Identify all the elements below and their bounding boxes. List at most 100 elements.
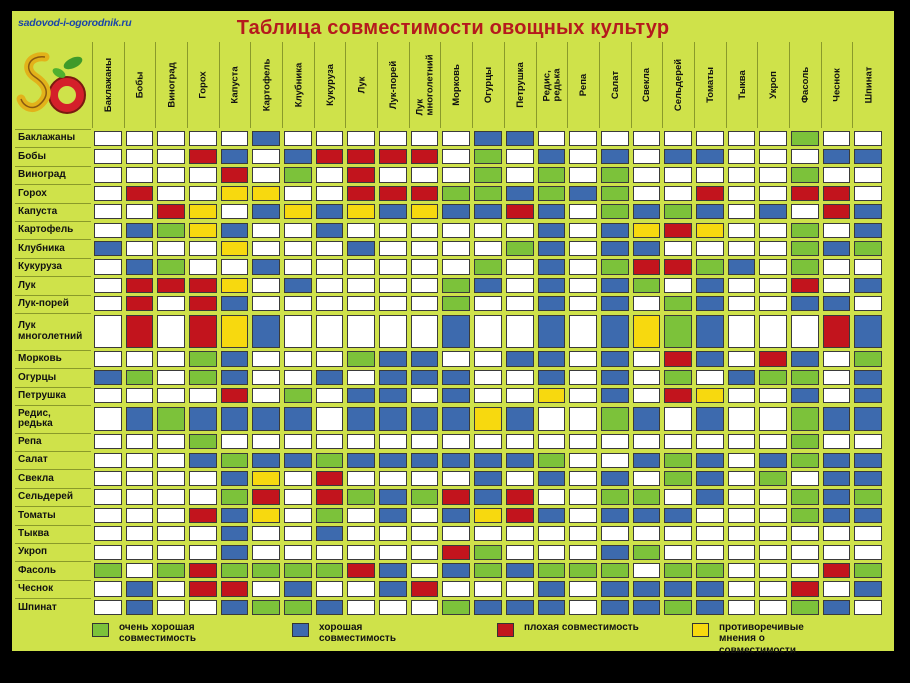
compat-cell: [727, 526, 756, 542]
compat-cell: [600, 277, 629, 294]
compat-cell: [759, 544, 787, 560]
compat-cell: [94, 526, 122, 542]
compat-cell: [505, 388, 534, 404]
compat-cell: [537, 259, 566, 275]
compat-cell: [189, 599, 217, 616]
compat-cell: [790, 507, 819, 524]
compat-cell: [664, 130, 692, 146]
compat-cell: [664, 369, 692, 386]
compat-cell: [315, 489, 344, 505]
compat-cell: [569, 470, 597, 487]
compat-cell: [537, 489, 566, 505]
compat-cell: [822, 489, 851, 505]
compat-cell: [664, 434, 692, 450]
compat-cell: [252, 526, 281, 542]
compat-cell: [347, 470, 376, 487]
compat-cell: [695, 599, 724, 616]
compat-cell: [822, 222, 851, 238]
compat-cell: [854, 148, 882, 165]
compat-cell: [347, 562, 376, 579]
compat-cell: [252, 259, 281, 275]
compat-cell: [347, 204, 376, 220]
compat-cell: [600, 599, 629, 616]
compat-cell: [632, 259, 661, 275]
compat-cell: [125, 148, 154, 165]
column-header-label: Бобы: [134, 71, 146, 99]
compat-cell: [125, 167, 154, 183]
compat-cell: [569, 130, 597, 146]
compat-cell: [632, 369, 661, 386]
compat-cell: [569, 148, 597, 165]
compat-cell: [632, 240, 661, 257]
column-header-label: Морковь: [451, 64, 463, 106]
compat-cell: [664, 489, 692, 505]
compat-cell: [347, 222, 376, 238]
compat-cell: [632, 452, 661, 468]
compat-cell: [854, 526, 882, 542]
compat-cell: [220, 507, 249, 524]
compat-cell: [695, 369, 724, 386]
compat-cell: [505, 296, 534, 312]
compat-cell: [600, 314, 629, 349]
compat-cell: [664, 470, 692, 487]
compat-cell: [664, 388, 692, 404]
compat-cell: [569, 562, 597, 579]
compat-cell: [315, 259, 344, 275]
compat-cell: [189, 369, 217, 386]
compat-cell: [442, 562, 471, 579]
compat-cell: [442, 222, 471, 238]
compat-cell: [125, 222, 154, 238]
compat-cell: [695, 277, 724, 294]
compat-cell: [505, 259, 534, 275]
compat-cell: [664, 277, 692, 294]
compat-cell: [125, 406, 154, 432]
compat-cell: [315, 562, 344, 579]
compat-cell: [125, 581, 154, 597]
compat-cell: [157, 148, 186, 165]
compat-cell: [505, 185, 534, 202]
compat-cell: [822, 296, 851, 312]
compat-cell: [284, 222, 312, 238]
compat-cell: [695, 148, 724, 165]
compat-cell: [220, 240, 249, 257]
compat-cell: [822, 470, 851, 487]
compat-cell: [157, 222, 186, 238]
compat-cell: [94, 452, 122, 468]
compat-cell: [347, 434, 376, 450]
compat-cell: [252, 130, 281, 146]
compat-cell: [220, 406, 249, 432]
compat-cell: [284, 452, 312, 468]
column-header: Баклажаны: [92, 42, 125, 128]
compat-cell: [759, 167, 787, 183]
compat-cell: [189, 167, 217, 183]
compat-cell: [189, 240, 217, 257]
compat-cell: [379, 167, 407, 183]
column-header: Кукуруза: [313, 42, 347, 128]
compat-cell: [854, 369, 882, 386]
compat-cell: [854, 388, 882, 404]
compat-cell: [632, 185, 661, 202]
compat-cell: [664, 581, 692, 597]
compat-cell: [600, 259, 629, 275]
compat-cell: [315, 526, 344, 542]
compat-cell: [854, 240, 882, 257]
compat-cell: [189, 204, 217, 220]
compat-cell: [442, 204, 471, 220]
compat-cell: [379, 204, 407, 220]
compat-cell: [157, 240, 186, 257]
compat-cell: [727, 388, 756, 404]
compat-cell: [379, 406, 407, 432]
column-header: Бобы: [123, 42, 157, 128]
compat-cell: [822, 526, 851, 542]
compat-cell: [94, 581, 122, 597]
compat-cell: [759, 296, 787, 312]
compat-cell: [157, 562, 186, 579]
compat-cell: [569, 526, 597, 542]
compat-cell: [442, 314, 471, 349]
compat-cell: [569, 204, 597, 220]
compat-cell: [695, 489, 724, 505]
legend-label: хорошая совместимость: [319, 621, 396, 645]
compat-cell: [474, 277, 502, 294]
compat-cell: [284, 526, 312, 542]
column-header-label: Капуста: [229, 66, 241, 104]
